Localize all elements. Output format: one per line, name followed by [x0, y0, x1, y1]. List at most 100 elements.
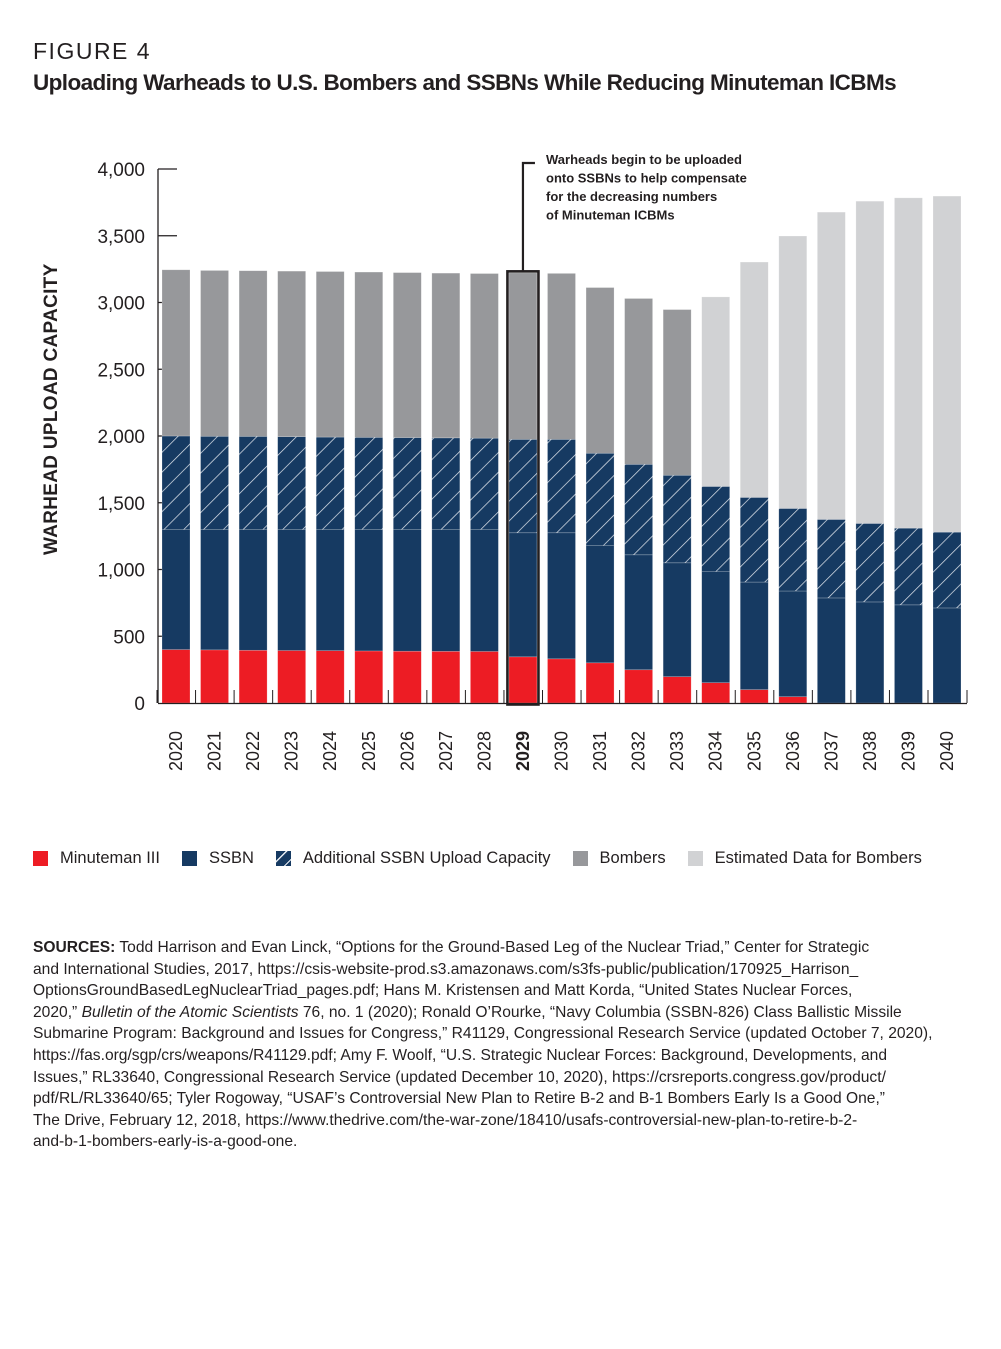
y-tick-label: 1,000: [97, 561, 145, 582]
x-tick-label: 2040: [937, 731, 957, 771]
x-tick-label: 2039: [898, 731, 918, 771]
legend-item-estimated_bombers: Estimated Data for Bombers: [687, 849, 922, 868]
bar-estimated_bombers-2038: [855, 200, 885, 524]
sources-line-7: Issues,” RL33640, Congressional Research…: [33, 1068, 886, 1086]
annotation: Warheads begin to be uploaded onto SSBNs …: [521, 152, 747, 272]
bar-stack-2038: [855, 200, 885, 704]
bar-ssbn-2032: [624, 554, 653, 671]
bar-additional_ssbn-2034: [701, 486, 731, 572]
bar-bombers-2030: [547, 273, 576, 440]
bar-stack-2034: [701, 296, 731, 704]
bar-estimated_bombers-2036: [778, 235, 808, 509]
bar-additional_ssbn-2024: [315, 436, 345, 530]
bar-ssbn-2039: [894, 604, 923, 704]
bar-minuteman-2026: [392, 650, 422, 704]
bar-minuteman-2034: [701, 682, 731, 704]
bar-ssbn-2021: [200, 529, 229, 651]
bar-minuteman-2024: [315, 650, 345, 704]
legend-label: Minuteman III: [60, 849, 160, 867]
bar-bombers-2022: [238, 270, 268, 437]
bar-stack-2027: [431, 272, 461, 704]
bar-minuteman-2031: [585, 662, 615, 704]
y-tick-label: 2,000: [97, 427, 145, 448]
bar-minuteman-2030: [547, 658, 576, 704]
legend-item-bombers: Bombers: [572, 849, 666, 868]
annotation-text-line: onto SSBNs to help compensate: [546, 171, 747, 186]
bar-bombers-2033: [662, 309, 692, 476]
bar-minuteman-2035: [739, 689, 769, 704]
bar-additional_ssbn-2035: [739, 497, 769, 583]
bar-bombers-2029: [508, 272, 538, 440]
bar-minuteman-2036: [778, 696, 808, 704]
y-tick-label: 500: [113, 627, 145, 648]
x-tick-label: 2030: [552, 731, 572, 771]
bar-ssbn-2036: [778, 590, 808, 698]
x-tick-label: 2020: [166, 731, 186, 771]
legend-label: Bombers: [599, 849, 666, 867]
bar-minuteman-2029: [508, 656, 538, 704]
y-tick-label: 0: [134, 694, 145, 715]
annotation-text-line: Warheads begin to be uploaded: [546, 152, 742, 167]
bar-estimated_bombers-2039: [894, 197, 923, 529]
x-tick-label: 2025: [359, 731, 379, 771]
bar-stack-2036: [778, 235, 808, 704]
bar-stack-2022: [238, 270, 268, 704]
bar-bombers-2028: [470, 273, 499, 439]
y-tick-label: 4,000: [97, 160, 145, 181]
legend-item-additional_ssbn: Additional SSBN Upload Capacity: [275, 849, 551, 868]
legend-label: SSBN: [208, 849, 254, 867]
x-tick-label: 2031: [590, 731, 610, 771]
bar-stack-2029: [506, 270, 540, 706]
y-tick-label: 3,000: [97, 294, 145, 315]
bar-minuteman-2025: [354, 650, 384, 704]
bar-stack-2033: [662, 309, 692, 704]
bar-stack-2039: [894, 197, 923, 704]
bar-bombers-2024: [315, 271, 345, 438]
x-tick-label: 2021: [205, 731, 225, 771]
bar-additional_ssbn-2020: [161, 435, 191, 530]
sources-line-3: OptionsGroundBasedLegNuclearTriad_pages.…: [33, 982, 853, 1000]
bar-ssbn-2035: [739, 581, 769, 690]
x-tick-label: 2029: [513, 731, 533, 771]
bar-additional_ssbn-2032: [624, 464, 653, 556]
legend-item-minuteman: Minuteman III: [33, 849, 160, 868]
bar-stack-2020: [161, 269, 191, 704]
bar-bombers-2027: [431, 272, 461, 439]
bar-bombers-2026: [392, 272, 422, 438]
legend-label: Estimated Data for Bombers: [714, 849, 922, 867]
bar-additional_ssbn-2029: [508, 439, 538, 534]
x-tick-label: 2032: [629, 731, 649, 771]
bar-minuteman-2022: [238, 649, 268, 704]
legend-item-ssbn: SSBN: [181, 849, 254, 868]
x-axis: 2020 2021 2022 2023 2024 2025 2026 2027 2028 2029…: [156, 690, 968, 771]
bar-ssbn-2022: [238, 529, 268, 651]
legend-swatch-estimated_bombers: [687, 851, 703, 866]
bar-additional_ssbn-2039: [894, 527, 923, 606]
bar-additional_ssbn-2022: [238, 436, 268, 530]
bar-ssbn-2024: [315, 529, 345, 651]
y-axis: 0 500 1,000 1,500 2,000 2,500 3,000 3,500 4,000: [97, 160, 177, 715]
bar-additional_ssbn-2037: [817, 519, 846, 599]
annotation-leader-line: [521, 161, 535, 272]
bar-stack-2021: [200, 270, 229, 704]
bar-additional_ssbn-2027: [431, 437, 461, 530]
x-tick-label: 2037: [821, 731, 841, 771]
chart-title: Uploading Warheads to U.S. Bombers and S…: [33, 70, 897, 95]
bar-stack-2023: [277, 270, 306, 704]
x-tick-label: 2027: [436, 731, 456, 771]
x-tick-label: 2035: [744, 731, 764, 771]
figure-label: FIGURE 4: [33, 38, 152, 64]
bar-stack-2026: [392, 272, 422, 704]
bar-estimated_bombers-2037: [817, 211, 846, 520]
sources-line-6: https://fas.org/sgp/crs/weapons/R41129.p…: [33, 1046, 888, 1064]
bar-additional_ssbn-2028: [470, 437, 499, 530]
y-tick-label: 2,500: [97, 360, 145, 381]
bar-ssbn-2027: [431, 529, 461, 652]
x-tick-label: 2022: [243, 731, 263, 771]
bar-additional_ssbn-2031: [585, 452, 615, 546]
annotation-text-line: for the decreasing numbers: [546, 189, 717, 204]
bar-minuteman-2021: [200, 649, 229, 704]
bar-minuteman-2027: [431, 651, 461, 704]
legend-label: Additional SSBN Upload Capacity: [302, 849, 551, 867]
bar-minuteman-2028: [470, 651, 499, 704]
